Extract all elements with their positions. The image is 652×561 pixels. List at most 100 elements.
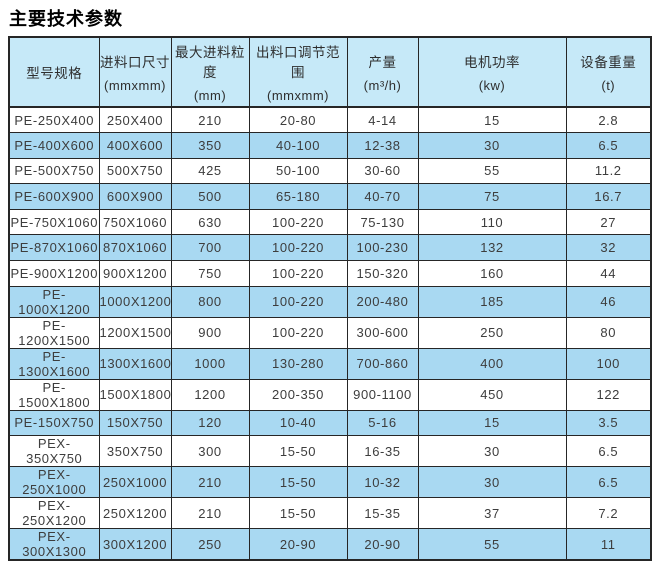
table-row: PE-750X1060 750X1060 630 100-220 75-130 110 27 <box>8 208 652 236</box>
table-cell: 132 <box>417 234 567 262</box>
table-row: PE-900X1200 900X1200 750 100-220 150-320 160 4… <box>8 260 652 287</box>
table-cell: 130-280 <box>248 347 348 380</box>
header-row: 型号规格 进料口尺寸 (mmxmm) 最大进料粒度 (mm) 出料口调节范围 (mmxmm)… <box>8 36 652 108</box>
table-cell: 55 <box>417 528 567 561</box>
table-cell: 37 <box>417 497 567 530</box>
table-cell: 120 <box>170 409 250 437</box>
column-unit: (mm) <box>193 88 227 103</box>
page-title: 主要技术参数 <box>9 9 123 29</box>
table-cell: 150-320 <box>346 260 419 287</box>
specs-table: 型号规格 进料口尺寸 (mmxmm) 最大进料粒度 (mm) 出料口调节范围 (mmxmm)… <box>8 36 652 561</box>
table-cell: 900X1200 <box>98 260 172 287</box>
table-row: PE-870X1060 870X1060 700 100-220 100-230 132 3… <box>8 234 652 262</box>
table-cell: 15-35 <box>346 497 419 530</box>
model-cell: PE-1300X1600 <box>8 347 100 380</box>
table-cell: 200-350 <box>248 378 348 411</box>
table-cell: 800 <box>170 285 250 318</box>
table-header: 型号规格 进料口尺寸 (mmxmm) 最大进料粒度 (mm) 出料口调节范围 (mmxmm)… <box>8 36 652 108</box>
table-cell: 44 <box>565 260 652 287</box>
table-cell: 500 <box>170 183 250 210</box>
model-cell: PEX-250X1200 <box>8 497 100 530</box>
table-cell: 250 <box>170 528 250 561</box>
table-cell: 65-180 <box>248 183 348 210</box>
column-header-model: 型号规格 <box>8 36 100 108</box>
table-cell: 11 <box>565 528 652 561</box>
column-header-max-feed-size: 最大进料粒度 (mm) <box>170 36 250 108</box>
table-cell: 100-220 <box>248 285 348 318</box>
column-label: 最大进料粒度 <box>175 45 245 80</box>
table-cell: 1300X1600 <box>98 347 172 380</box>
table-cell: 15-50 <box>248 435 348 468</box>
table-cell: 750X1060 <box>98 208 172 236</box>
table-cell: 40-70 <box>346 183 419 210</box>
table-cell: 100-220 <box>248 208 348 236</box>
table-cell: 20-80 <box>248 106 348 134</box>
model-cell: PEX-350X750 <box>8 435 100 468</box>
table-cell: 400X600 <box>98 132 172 159</box>
column-unit: (t) <box>601 78 616 93</box>
column-unit: (mmxmm) <box>104 78 166 93</box>
table-cell: 210 <box>170 466 250 499</box>
table-cell: 210 <box>170 497 250 530</box>
model-cell: PE-400X600 <box>8 132 100 159</box>
column-label: 设备重量 <box>580 55 637 70</box>
column-label: 电机功率 <box>464 55 520 70</box>
table-cell: 160 <box>417 260 567 287</box>
table-row: PE-1000X1200 1000X1200 800 100-220 200-480 18… <box>8 285 652 318</box>
table-cell: 15 <box>417 106 567 134</box>
table-cell: 300 <box>170 435 250 468</box>
table-cell: 30 <box>417 435 567 468</box>
table-cell: 700 <box>170 234 250 262</box>
table-cell: 11.2 <box>565 157 652 185</box>
table-cell: 250 <box>417 316 567 349</box>
table-cell: 210 <box>170 106 250 134</box>
table-cell: 16-35 <box>346 435 419 468</box>
column-header-feed-opening: 进料口尺寸 (mmxmm) <box>98 36 172 108</box>
column-header-motor-power: 电机功率 (kw) <box>417 36 567 108</box>
table-cell: 1200 <box>170 378 250 411</box>
column-unit: (kw) <box>478 78 506 93</box>
table-cell: 200-480 <box>346 285 419 318</box>
table-cell: 10-32 <box>346 466 419 499</box>
table-cell: 16.7 <box>565 183 652 210</box>
model-cell: PEX-300X1300 <box>8 528 100 561</box>
table-cell: 30 <box>417 466 567 499</box>
column-label: 进料口尺寸 <box>100 55 170 70</box>
table-row: PE-500X750 500X750 425 50-100 30-60 55 11.2 <box>8 157 652 185</box>
table-cell: 100 <box>565 347 652 380</box>
model-cell: PE-870X1060 <box>8 234 100 262</box>
table-cell: 300X1200 <box>98 528 172 561</box>
table-cell: 46 <box>565 285 652 318</box>
table-cell: 2.8 <box>565 106 652 134</box>
table-cell: 250X1000 <box>98 466 172 499</box>
table-cell: 6.5 <box>565 466 652 499</box>
model-cell: PE-900X1200 <box>8 260 100 287</box>
model-cell: PE-1500X1800 <box>8 378 100 411</box>
table-row: PEX-250X1200 250X1200 210 15-50 15-35 37 7.2 <box>8 497 652 530</box>
table-row: PE-1500X1800 1500X1800 1200 200-350 900-1100… <box>8 378 652 411</box>
table-row: PEX-300X1300 300X1200 250 20-90 20-90 55 11 <box>8 528 652 561</box>
table-cell: 300-600 <box>346 316 419 349</box>
model-cell: PE-750X1060 <box>8 208 100 236</box>
model-cell: PEX-250X1000 <box>8 466 100 499</box>
table-cell: 40-100 <box>248 132 348 159</box>
column-header-discharge-range: 出料口调节范围 (mmxmm) <box>248 36 348 108</box>
table-cell: 1000 <box>170 347 250 380</box>
table-cell: 250X400 <box>98 106 172 134</box>
table-cell: 100-230 <box>346 234 419 262</box>
table-cell: 350X750 <box>98 435 172 468</box>
model-cell: PE-600X900 <box>8 183 100 210</box>
table-cell: 4-14 <box>346 106 419 134</box>
table-cell: 250X1200 <box>98 497 172 530</box>
table-row: PEX-350X750 350X750 300 15-50 16-35 30 6.5 <box>8 435 652 468</box>
model-cell: PE-1000X1200 <box>8 285 100 318</box>
table-cell: 122 <box>565 378 652 411</box>
table-cell: 500X750 <box>98 157 172 185</box>
table-cell: 100-220 <box>248 316 348 349</box>
column-label: 产量 <box>368 55 397 70</box>
table-cell: 55 <box>417 157 567 185</box>
table-row: PE-1300X1600 1300X1600 1000 130-280 700-860 4… <box>8 347 652 380</box>
column-label: 出料口调节范围 <box>256 45 340 80</box>
table-cell: 32 <box>565 234 652 262</box>
table-row: PE-250X400 250X400 210 20-80 4-14 15 2.8 <box>8 106 652 134</box>
